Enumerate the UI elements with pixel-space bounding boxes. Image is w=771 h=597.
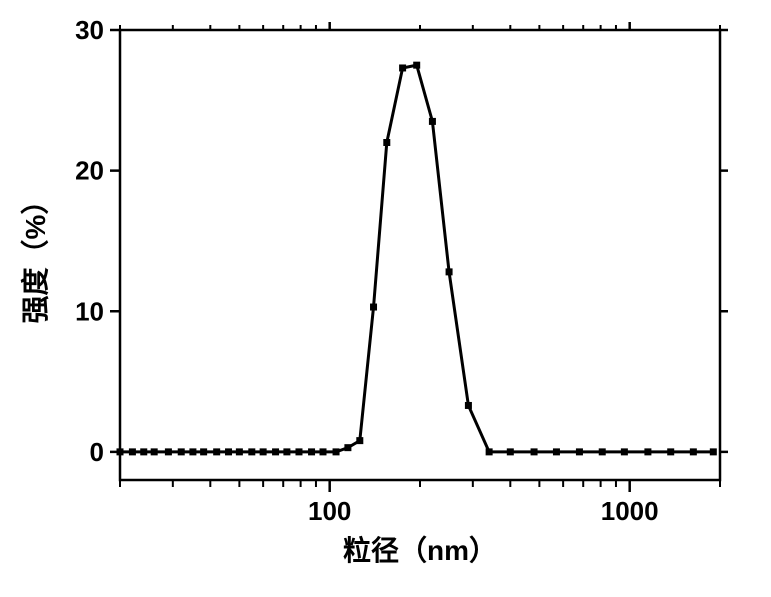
data-marker xyxy=(446,268,453,275)
data-marker xyxy=(413,62,420,69)
data-marker xyxy=(576,448,583,455)
data-marker xyxy=(486,448,493,455)
data-marker xyxy=(283,448,290,455)
particle-size-chart: 0 10 20 30 100 1000 粒径（nm） 强度（%） xyxy=(0,0,771,597)
y-tick-label: 0 xyxy=(90,437,104,467)
data-marker xyxy=(399,64,406,71)
data-marker xyxy=(370,304,377,311)
data-marker xyxy=(236,448,243,455)
data-marker xyxy=(344,444,351,451)
x-tick-label: 1000 xyxy=(601,496,659,526)
y-tick-label: 10 xyxy=(75,296,104,326)
data-marker xyxy=(165,448,172,455)
data-marker xyxy=(272,448,279,455)
data-marker xyxy=(465,402,472,409)
data-marker xyxy=(690,448,697,455)
y-tick-label: 30 xyxy=(75,15,104,45)
data-marker xyxy=(710,448,717,455)
data-marker xyxy=(308,448,315,455)
data-marker xyxy=(644,448,651,455)
data-marker xyxy=(531,448,538,455)
data-marker xyxy=(295,448,302,455)
y-axis-label: 强度（%） xyxy=(19,187,51,324)
data-marker xyxy=(383,139,390,146)
data-marker xyxy=(200,448,207,455)
x-tick-label: 100 xyxy=(308,496,351,526)
data-marker xyxy=(333,448,340,455)
data-marker xyxy=(621,448,628,455)
data-marker xyxy=(140,448,147,455)
y-tick-label: 20 xyxy=(75,156,104,186)
data-marker xyxy=(667,448,674,455)
data-marker xyxy=(553,448,560,455)
data-marker xyxy=(129,448,136,455)
data-marker xyxy=(225,448,232,455)
chart-svg: 0 10 20 30 100 1000 粒径（nm） 强度（%） xyxy=(0,0,771,597)
data-marker xyxy=(356,437,363,444)
data-marker xyxy=(189,448,196,455)
data-marker xyxy=(178,448,185,455)
data-marker xyxy=(151,448,158,455)
data-marker xyxy=(260,448,267,455)
data-marker xyxy=(599,448,606,455)
data-marker xyxy=(507,448,514,455)
data-marker xyxy=(429,118,436,125)
data-marker xyxy=(320,448,327,455)
data-marker xyxy=(117,448,124,455)
data-marker xyxy=(213,448,220,455)
x-axis-label: 粒径（nm） xyxy=(343,534,497,566)
data-marker xyxy=(248,448,255,455)
